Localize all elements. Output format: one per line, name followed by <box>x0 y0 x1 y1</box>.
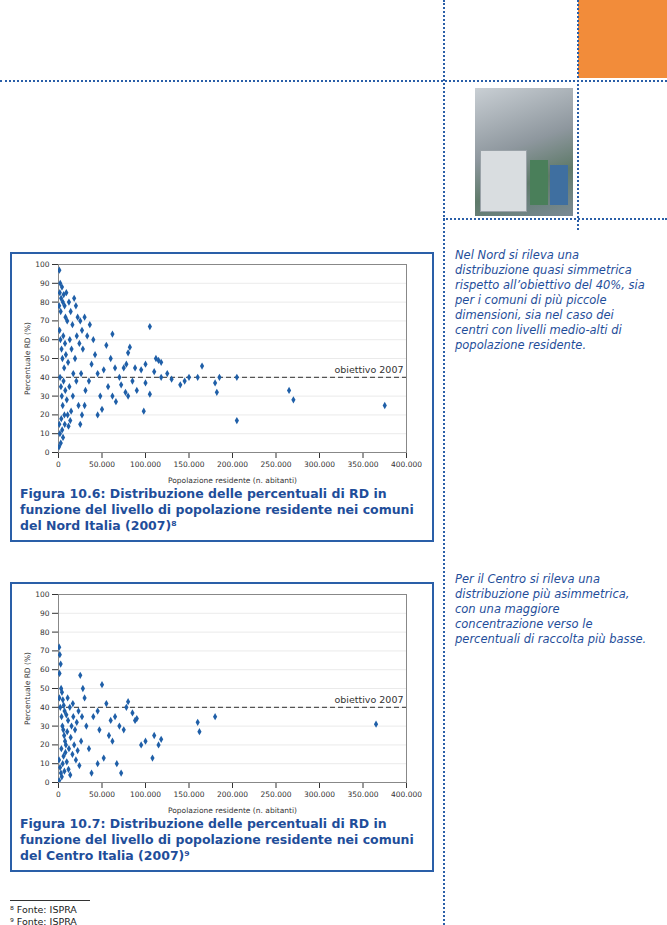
svg-text:40: 40 <box>40 373 50 382</box>
svg-text:20: 20 <box>40 740 50 749</box>
svg-text:0: 0 <box>56 790 61 799</box>
svg-text:obiettivo 2007: obiettivo 2007 <box>334 694 403 705</box>
svg-text:Popolazione residente (n. abit: Popolazione residente (n. abitanti) <box>168 476 297 485</box>
html-text:Figura 10.6: Distribuzione del: Figura 10.6: Distribuzione delle percent… <box>20 486 414 533</box>
svg-text:90: 90 <box>40 609 50 618</box>
svg-text:20: 20 <box>40 410 50 419</box>
svg-text:Popolazione residente (n. abit: Popolazione residente (n. abitanti) <box>168 806 297 815</box>
svg-text:300.000: 300.000 <box>304 460 335 469</box>
svg-text:10: 10 <box>40 759 50 768</box>
svg-text:30: 30 <box>40 392 50 401</box>
svg-text:30: 30 <box>40 722 50 731</box>
svg-text:100.000: 100.000 <box>130 790 161 799</box>
svg-text:150.000: 150.000 <box>173 790 204 799</box>
svg-text:70: 70 <box>40 646 50 655</box>
svg-text:250.000: 250.000 <box>260 790 291 799</box>
svg-text:0: 0 <box>45 448 50 457</box>
svg-text:200.000: 200.000 <box>217 460 248 469</box>
svg-text:250.000: 250.000 <box>260 460 291 469</box>
svg-text:350.000: 350.000 <box>347 460 378 469</box>
svg-text:60: 60 <box>40 665 50 674</box>
html-text:Per il Centro si rileva una di: Per il Centro si rileva una distribuzion… <box>455 572 647 646</box>
svg-text:50.000: 50.000 <box>89 460 115 469</box>
html-text:Nel Nord si rileva una distrib: Nel Nord si rileva una distribuzione qua… <box>455 248 645 352</box>
svg-text:obiettivo 2007: obiettivo 2007 <box>334 364 403 375</box>
svg-text:100: 100 <box>35 260 50 269</box>
html-text:⁸ Fonte: ISPRA: ⁸ Fonte: ISPRA <box>10 904 77 915</box>
svg-text:50.000: 50.000 <box>89 790 115 799</box>
svg-text:90: 90 <box>40 279 50 288</box>
svg-text:50: 50 <box>40 354 50 363</box>
svg-text:350.000: 350.000 <box>347 790 378 799</box>
svg-text:10: 10 <box>40 429 50 438</box>
svg-text:400.000: 400.000 <box>391 460 422 469</box>
svg-text:0: 0 <box>45 778 50 787</box>
html-text:Figura 10.7: Distribuzione del: Figura 10.7: Distribuzione delle percent… <box>20 816 414 863</box>
svg-text:50: 50 <box>40 684 50 693</box>
svg-text:Percentuale RD (%): Percentuale RD (%) <box>23 322 32 395</box>
svg-text:400.000: 400.000 <box>391 790 422 799</box>
svg-text:Percentuale RD (%): Percentuale RD (%) <box>23 652 32 725</box>
svg-text:150.000: 150.000 <box>173 460 204 469</box>
svg-text:100.000: 100.000 <box>130 460 161 469</box>
svg-text:0: 0 <box>56 460 61 469</box>
svg-text:80: 80 <box>40 628 50 637</box>
svg-text:70: 70 <box>40 316 50 325</box>
svg-text:60: 60 <box>40 335 50 344</box>
svg-text:80: 80 <box>40 298 50 307</box>
svg-text:40: 40 <box>40 703 50 712</box>
svg-text:100: 100 <box>35 590 50 599</box>
svg-text:300.000: 300.000 <box>304 790 335 799</box>
svg-text:200.000: 200.000 <box>217 790 248 799</box>
